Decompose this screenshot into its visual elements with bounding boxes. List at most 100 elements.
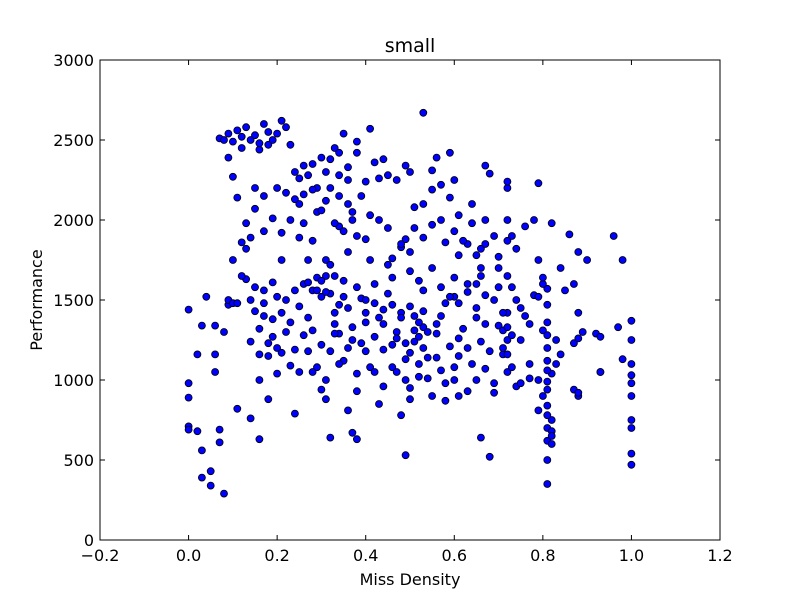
- scatter-point: [406, 348, 414, 357]
- scatter-point: [388, 340, 397, 349]
- scatter-point: [224, 153, 233, 162]
- scatter-point: [463, 387, 472, 396]
- scatter-point: [184, 425, 193, 434]
- scatter-point: [220, 328, 228, 336]
- scatter-point: [397, 240, 406, 248]
- scatter-point: [348, 428, 357, 437]
- scatter-point: [507, 331, 516, 340]
- scatter-point: [206, 467, 215, 476]
- scatter-point: [344, 176, 352, 184]
- scatter-point: [366, 256, 375, 264]
- scatter-point: [211, 368, 220, 376]
- scatter-point: [259, 120, 268, 128]
- scatter-point: [512, 244, 521, 253]
- scatter-point: [330, 329, 339, 338]
- y-tick-label: 2000: [53, 211, 94, 230]
- scatter-point: [521, 312, 529, 320]
- scatter-point: [290, 345, 299, 354]
- scatter-point: [277, 228, 286, 237]
- scatter-point: [437, 312, 445, 320]
- scatter-markers: [184, 108, 636, 498]
- scatter-point: [552, 336, 560, 344]
- scatter-point: [383, 289, 392, 298]
- scatter-point: [344, 248, 352, 256]
- y-axis-label: Performance: [27, 249, 46, 350]
- scatter-point: [481, 240, 490, 248]
- scatter-point: [445, 342, 454, 351]
- scatter-point: [534, 256, 543, 264]
- scatter-point: [410, 326, 419, 335]
- scatter-point: [490, 388, 499, 397]
- scatter-point: [366, 124, 375, 133]
- scatter-point: [534, 292, 543, 301]
- scatter-point: [348, 336, 357, 344]
- scatter-point: [193, 427, 202, 436]
- scatter-point: [437, 366, 445, 375]
- scatter-point: [428, 392, 437, 400]
- x-tick-label: 0.4: [353, 546, 378, 565]
- scatter-point: [543, 344, 552, 352]
- scatter-point: [450, 176, 459, 184]
- scatter-point: [485, 347, 494, 356]
- scatter-point: [357, 339, 366, 348]
- scatter-point: [290, 409, 299, 418]
- scatter-point: [286, 318, 295, 327]
- scatter-point: [255, 324, 264, 333]
- scatter-point: [335, 300, 344, 309]
- scatter-point: [485, 452, 494, 461]
- scatter-point: [197, 473, 206, 482]
- scatter-point: [392, 176, 401, 184]
- scatter-point: [308, 326, 317, 335]
- scatter-point: [410, 337, 419, 346]
- scatter-point: [543, 377, 552, 386]
- scatter-point: [313, 286, 321, 295]
- scatter-point: [397, 313, 406, 322]
- scatter-point: [348, 323, 357, 332]
- scatter-point: [481, 161, 490, 170]
- scatter-point: [370, 158, 379, 167]
- scatter-point: [428, 264, 437, 272]
- scatter-point: [547, 440, 556, 448]
- scatter-point: [406, 168, 414, 176]
- scatter-point: [574, 388, 583, 397]
- scatter-point: [273, 184, 282, 192]
- scatter-point: [401, 161, 410, 170]
- scatter-point: [273, 344, 282, 352]
- scatter-point: [454, 299, 463, 308]
- scatter-point: [295, 200, 304, 208]
- scatter-point: [596, 332, 605, 341]
- scatter-point: [468, 360, 476, 368]
- scatter-point: [525, 374, 534, 383]
- scatter-point: [481, 364, 490, 373]
- scatter-point: [499, 344, 507, 352]
- scatter-point: [290, 286, 299, 295]
- scatter-point: [565, 230, 574, 239]
- scatter-point: [317, 385, 326, 394]
- scatter-point: [299, 331, 308, 340]
- scatter-point: [543, 401, 552, 410]
- scatter-point: [197, 446, 206, 455]
- scatter-point: [437, 216, 445, 224]
- scatter-point: [410, 203, 419, 212]
- scatter-point: [503, 336, 512, 344]
- scatter-point: [539, 326, 547, 335]
- scatter-point: [321, 168, 330, 176]
- scatter-point: [525, 360, 534, 368]
- scatter-point: [255, 350, 264, 359]
- scatter-point: [277, 256, 286, 264]
- scatter-point: [499, 308, 507, 317]
- scatter-point: [383, 224, 392, 232]
- scatter-point: [255, 376, 264, 384]
- scatter-point: [570, 280, 578, 288]
- scatter-point: [539, 273, 547, 282]
- scatter-point: [627, 392, 636, 400]
- scatter-point: [445, 292, 454, 301]
- scatter-point: [539, 280, 547, 288]
- scatter-point: [432, 153, 441, 162]
- scatter-point: [454, 251, 463, 260]
- x-tick-label: 0.2: [264, 546, 289, 565]
- scatter-point: [282, 188, 290, 197]
- scatter-point: [193, 350, 202, 359]
